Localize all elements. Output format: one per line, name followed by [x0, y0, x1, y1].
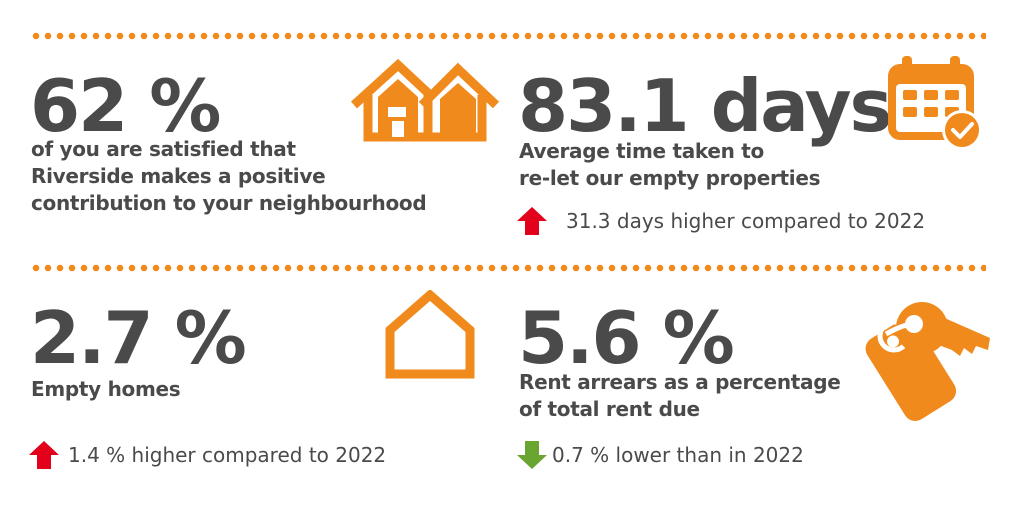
stat-empty-homes-description: Empty homes: [31, 376, 181, 403]
description-line: of you are satisfied that: [31, 137, 296, 161]
arrow-up-icon: [29, 441, 59, 469]
description-line: Rent arrears as a percentage: [519, 370, 841, 394]
stat-empty-homes-trend: 1.4 % higher compared to 2022: [28, 440, 386, 470]
middle-divider: [30, 264, 986, 272]
stat-empty-homes-value: 2.7 %: [30, 296, 247, 380]
trend-text: 0.7 % lower than in 2022: [552, 443, 804, 467]
stat-rent-arrears-value: 5.6 %: [518, 296, 735, 380]
stat-satisfaction-description: of you are satisfied that Riverside make…: [31, 136, 427, 217]
calendar-check-icon: [888, 56, 982, 150]
description-line: Empty homes: [31, 377, 181, 401]
arrow-down-icon: [517, 441, 547, 469]
stat-relet-days-trend: 31.3 days higher compared to 2022: [516, 206, 925, 236]
houses-icon: [350, 58, 500, 142]
top-divider: [30, 32, 986, 40]
description-line: re-let our empty properties: [519, 166, 821, 190]
stat-satisfaction-value: 62 %: [30, 64, 221, 148]
stat-rent-arrears-description: Rent arrears as a percentage of total re…: [519, 369, 841, 423]
description-line: contribution to your neighbourhood: [31, 191, 427, 215]
house-outline-icon: [385, 290, 475, 379]
arrow-up-icon: [517, 207, 547, 235]
description-line: Average time taken to: [519, 139, 764, 163]
description-line: of total rent due: [519, 397, 700, 421]
trend-text: 1.4 % higher compared to 2022: [68, 443, 387, 467]
stat-relet-days-description: Average time taken to re-let our empty p…: [519, 138, 821, 192]
stat-rent-arrears-trend: 0.7 % lower than in 2022: [516, 440, 804, 470]
description-line: Riverside makes a positive: [31, 164, 326, 188]
stat-relet-days-value: 83.1 days: [518, 64, 892, 148]
trend-text: 31.3 days higher compared to 2022: [566, 209, 926, 233]
keys-icon: [865, 302, 990, 421]
